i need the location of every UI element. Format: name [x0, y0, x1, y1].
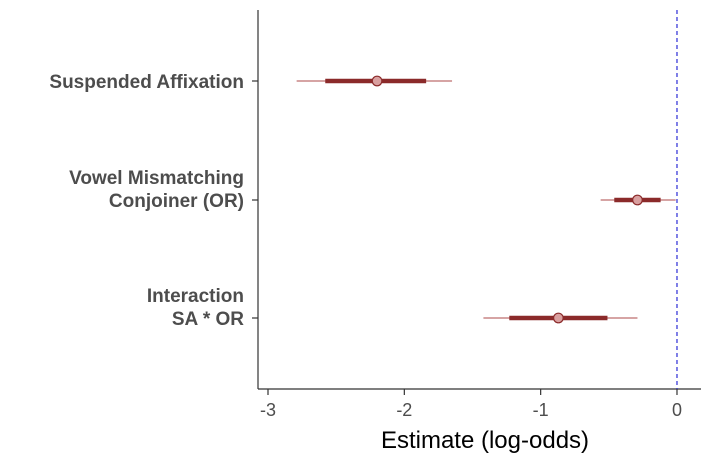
x-tick-label: -1: [533, 400, 549, 420]
point-estimate: [371, 75, 383, 87]
row-label-line: Interaction: [147, 286, 244, 307]
row-labels: Suspended Affixation Vowel MismatchingCon…: [49, 72, 244, 330]
x-tick-label: -3: [260, 400, 276, 420]
x-axis: -3 -2 -1 0: [260, 389, 682, 420]
point-estimate: [632, 194, 643, 206]
plot-layer: [252, 10, 701, 390]
x-axis-title: Estimate (log-odds): [381, 427, 589, 454]
row-label-line: Vowel Mismatching: [69, 168, 244, 189]
point-estimate: [552, 312, 564, 324]
x-tick-label: -2: [396, 400, 412, 420]
x-tick-label: 0: [672, 400, 682, 420]
row-label-line: SA * OR: [172, 309, 244, 330]
row-label-line: Conjoiner (OR): [109, 191, 244, 212]
row-label-line: Suspended Affixation: [49, 72, 244, 93]
